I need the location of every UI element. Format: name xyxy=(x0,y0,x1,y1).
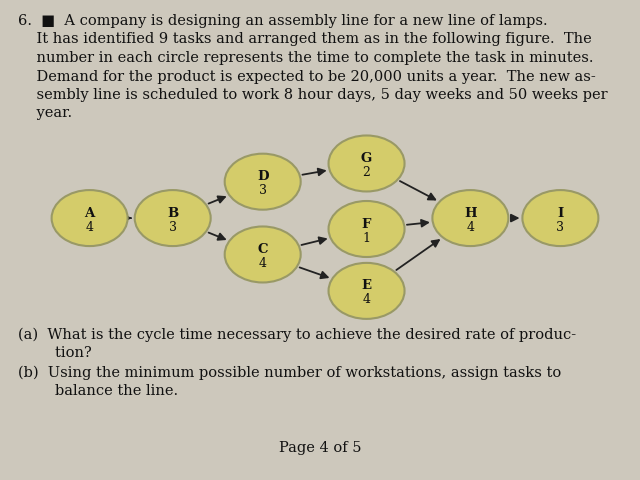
Text: 4: 4 xyxy=(86,221,93,234)
Text: 3: 3 xyxy=(556,221,564,234)
Text: 3: 3 xyxy=(259,184,267,197)
Text: C: C xyxy=(257,243,268,256)
Text: (b)  Using the minimum possible number of workstations, assign tasks to: (b) Using the minimum possible number of… xyxy=(18,366,561,380)
Text: B: B xyxy=(167,206,179,219)
Ellipse shape xyxy=(328,135,404,192)
Ellipse shape xyxy=(328,201,404,257)
Text: Demand for the product is expected to be 20,000 units a year.  The new as-: Demand for the product is expected to be… xyxy=(18,70,596,84)
Text: sembly line is scheduled to work 8 hour days, 5 day weeks and 50 weeks per: sembly line is scheduled to work 8 hour … xyxy=(18,88,607,102)
Text: 2: 2 xyxy=(363,166,371,179)
Text: G: G xyxy=(361,152,372,165)
Text: 1: 1 xyxy=(362,231,371,244)
Text: 6.  ■  A company is designing an assembly line for a new line of lamps.: 6. ■ A company is designing an assembly … xyxy=(18,14,548,28)
Text: H: H xyxy=(464,206,477,219)
Ellipse shape xyxy=(225,227,301,282)
Ellipse shape xyxy=(522,190,598,246)
Text: Page 4 of 5: Page 4 of 5 xyxy=(279,441,361,455)
Text: E: E xyxy=(362,279,372,292)
Text: 4: 4 xyxy=(362,293,371,306)
Text: year.: year. xyxy=(18,107,72,120)
Ellipse shape xyxy=(433,190,508,246)
Ellipse shape xyxy=(52,190,127,246)
Text: 4: 4 xyxy=(259,257,267,270)
Text: 3: 3 xyxy=(169,221,177,234)
Text: I: I xyxy=(557,206,563,219)
Text: tion?: tion? xyxy=(18,346,92,360)
Text: balance the line.: balance the line. xyxy=(18,384,178,398)
Text: It has identified 9 tasks and arranged them as in the following figure.  The: It has identified 9 tasks and arranged t… xyxy=(18,33,592,47)
Ellipse shape xyxy=(134,190,211,246)
Text: (a)  What is the cycle time necessary to achieve the desired rate of produc-: (a) What is the cycle time necessary to … xyxy=(18,328,576,342)
Text: D: D xyxy=(257,170,268,183)
Ellipse shape xyxy=(225,154,301,210)
Text: F: F xyxy=(362,217,371,230)
Text: A: A xyxy=(84,206,95,219)
Text: number in each circle represents the time to complete the task in minutes.: number in each circle represents the tim… xyxy=(18,51,593,65)
Text: 4: 4 xyxy=(467,221,474,234)
Ellipse shape xyxy=(328,263,404,319)
